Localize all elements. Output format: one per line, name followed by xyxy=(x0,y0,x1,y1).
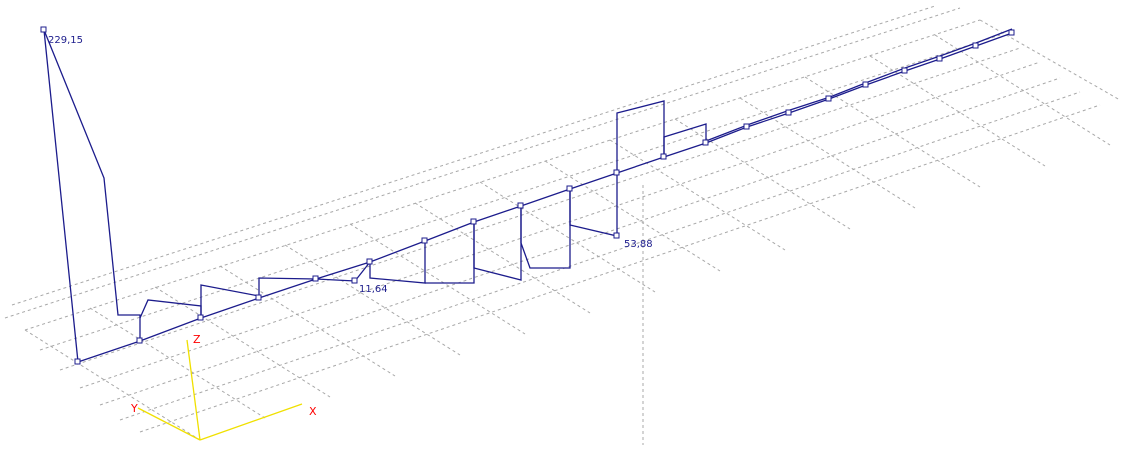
moment-diagram xyxy=(40,26,1015,365)
peak-diagram xyxy=(43,29,141,363)
x-axis-label: X xyxy=(309,405,317,418)
axis-gizmo: Z Y X xyxy=(130,333,317,441)
support-value-label: 53,88 xyxy=(624,239,653,250)
ground-grid xyxy=(4,5,1121,445)
node-markers xyxy=(40,26,1015,365)
y-axis-line xyxy=(137,407,201,441)
max-value-label: 229,15 xyxy=(48,35,83,46)
support-diagram xyxy=(616,100,665,173)
beam-axis xyxy=(77,32,1013,363)
y-axis-label: Y xyxy=(130,402,138,415)
z-axis-line xyxy=(186,339,201,441)
z-axis-label: Z xyxy=(193,333,201,346)
x-axis-line xyxy=(199,403,303,441)
mid-value-label: 11,64 xyxy=(359,284,388,295)
